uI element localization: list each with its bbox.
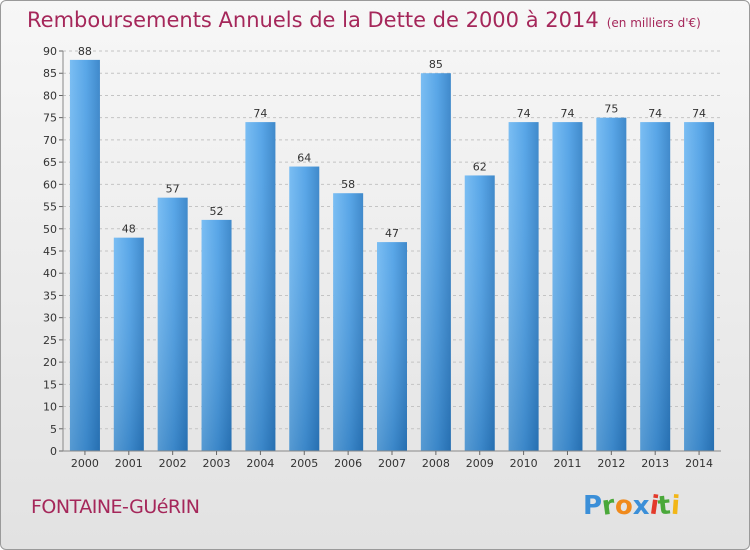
logo-letter: o <box>613 490 635 522</box>
bar-value-label: 74 <box>517 107 531 120</box>
bar-shade <box>684 122 715 451</box>
bar-value-label: 47 <box>385 227 399 240</box>
bar-shade <box>640 122 671 451</box>
y-tick-label: 90 <box>43 45 57 58</box>
y-tick-label: 10 <box>43 401 57 414</box>
y-tick-label: 75 <box>43 112 57 125</box>
bar-value-label: 57 <box>166 183 180 196</box>
x-tick-label: 2004 <box>246 457 274 470</box>
y-tick-label: 55 <box>43 201 57 214</box>
x-tick-label: 2012 <box>597 457 625 470</box>
bar-value-label: 52 <box>210 205 224 218</box>
y-tick-label: 0 <box>50 445 57 458</box>
y-tick-label: 20 <box>43 356 57 369</box>
logo-letter: i <box>669 490 681 522</box>
y-tick-label: 80 <box>43 89 57 102</box>
y-tick-label: 65 <box>43 156 57 169</box>
x-tick-label: 2002 <box>159 457 187 470</box>
bar-shade <box>596 117 627 452</box>
x-tick-label: 2007 <box>378 457 406 470</box>
bar-shade <box>113 237 144 451</box>
x-tick-label: 2014 <box>685 457 713 470</box>
y-tick-label: 5 <box>50 423 57 436</box>
bar-shade <box>508 122 539 451</box>
x-tick-label: 2008 <box>422 457 450 470</box>
chart-title-text: Remboursements Annuels de la Dette de 20… <box>27 8 599 32</box>
town-name: FONTAINE-GUéRIN <box>31 496 200 518</box>
y-tick-label: 35 <box>43 289 57 302</box>
bar-shade <box>464 175 495 451</box>
x-tick-label: 2010 <box>510 457 538 470</box>
y-tick-label: 30 <box>43 312 57 325</box>
bar-value-label: 88 <box>78 45 92 58</box>
y-tick-label: 50 <box>43 223 57 236</box>
y-tick-label: 85 <box>43 67 57 80</box>
x-tick-label: 2013 <box>641 457 669 470</box>
x-tick-label: 2003 <box>203 457 231 470</box>
bar-value-label: 74 <box>560 107 574 120</box>
bar-value-label: 75 <box>604 103 618 116</box>
bar-shade <box>552 122 583 451</box>
x-tick-label: 2011 <box>553 457 581 470</box>
x-tick-label: 2001 <box>115 457 143 470</box>
chart-title: Remboursements Annuels de la Dette de 20… <box>27 8 701 32</box>
bar-value-label: 85 <box>429 58 443 71</box>
bar-shade <box>377 242 407 451</box>
bar-shade <box>289 166 320 452</box>
chart-subtitle: (en milliers d'€) <box>606 16 701 30</box>
bar-value-label: 62 <box>473 160 487 173</box>
bar-shade <box>201 219 232 451</box>
y-tick-label: 40 <box>43 267 57 280</box>
y-tick-label: 45 <box>43 245 57 258</box>
bar-shade <box>420 73 451 451</box>
bar-value-label: 74 <box>253 107 267 120</box>
bar-value-label: 64 <box>297 152 311 165</box>
y-tick-label: 15 <box>43 378 57 391</box>
x-tick-label: 2005 <box>290 457 318 470</box>
y-tick-label: 60 <box>43 178 57 191</box>
x-tick-label: 2006 <box>334 457 362 470</box>
bar-shade <box>245 122 276 451</box>
x-tick-label: 2009 <box>466 457 494 470</box>
bar-value-label: 48 <box>122 223 136 236</box>
logo-letter: P <box>583 491 603 521</box>
proxiti-logo: Proxiti <box>583 490 681 522</box>
bar-value-label: 58 <box>341 178 355 191</box>
bar-value-label: 74 <box>692 107 706 120</box>
y-tick-label: 25 <box>43 334 57 347</box>
bar-shade <box>333 193 364 451</box>
y-tick-label: 70 <box>43 134 57 147</box>
bar-shade <box>69 59 100 452</box>
bar-value-label: 74 <box>648 107 662 120</box>
x-tick-label: 2000 <box>71 457 99 470</box>
bar-shade <box>157 197 188 451</box>
logo-letter: x <box>632 491 650 521</box>
